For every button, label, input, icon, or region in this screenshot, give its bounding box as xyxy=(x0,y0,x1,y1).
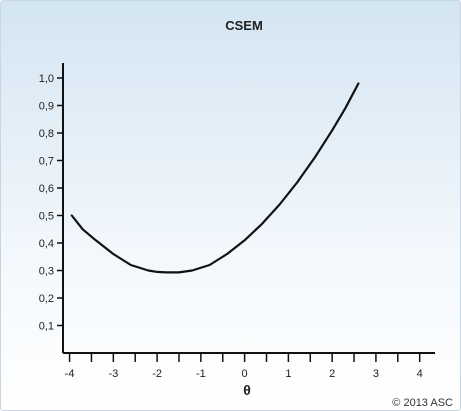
y-tick-label: 0,3 xyxy=(39,266,54,278)
x-tick-label: -4 xyxy=(65,368,75,380)
y-tick-label: 0,9 xyxy=(39,101,54,113)
y-tick-label: 0,6 xyxy=(39,183,54,195)
chart-title: CSEM xyxy=(225,18,263,33)
copyright-text: © 2013 ASC xyxy=(392,397,453,409)
x-axis-ticks: -4 -3 -2 -1 0 1 2 3 4 xyxy=(65,353,423,380)
y-tick-label: 1,0 xyxy=(39,73,54,85)
y-tick-label: 0,8 xyxy=(39,128,54,140)
y-tick-label: 0,7 xyxy=(39,156,54,168)
csem-curve xyxy=(70,82,360,274)
y-tick-label: 0,2 xyxy=(39,293,54,305)
x-tick-label: 2 xyxy=(329,368,335,380)
x-tick-label: -1 xyxy=(196,368,206,380)
x-tick-label: 3 xyxy=(373,368,379,380)
y-axis-ticks: 0,1 0,2 0,3 0,4 0,5 0,6 0,7 0,8 0,9 1,0 xyxy=(39,73,63,333)
x-axis-label: θ xyxy=(243,382,251,398)
y-tick-label: 0,1 xyxy=(39,321,54,333)
series-group xyxy=(70,82,360,274)
x-tick-label: -2 xyxy=(152,368,162,380)
x-tick-label: 0 xyxy=(242,368,248,380)
x-tick-label: 4 xyxy=(417,368,423,380)
x-tick-label: -3 xyxy=(108,368,118,380)
y-tick-label: 0,5 xyxy=(39,211,54,223)
x-tick-label: 1 xyxy=(285,368,291,380)
y-tick-label: 0,4 xyxy=(39,238,54,250)
